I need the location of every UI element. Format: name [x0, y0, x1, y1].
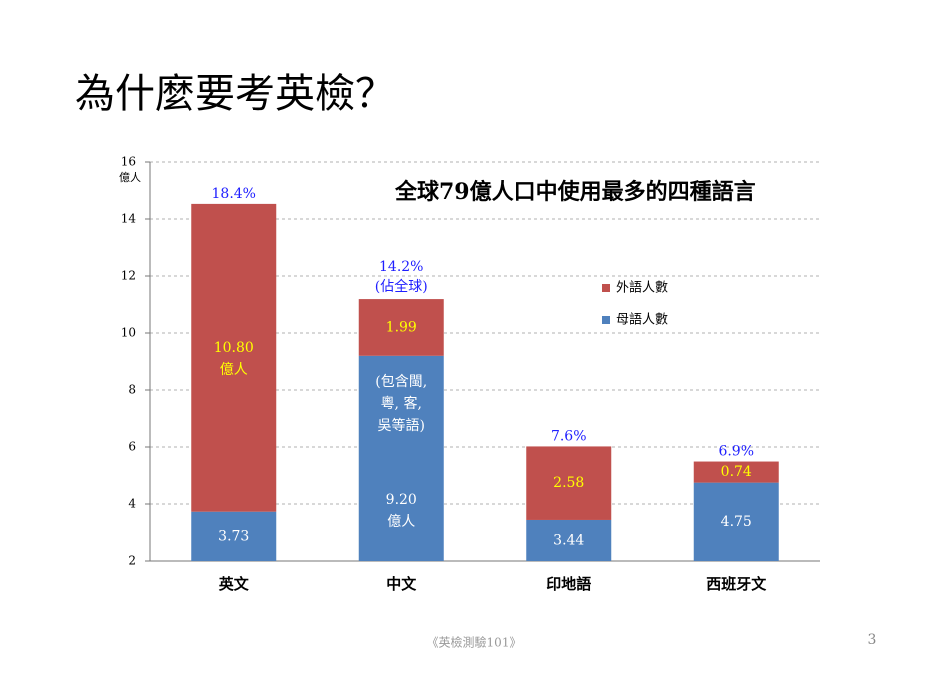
share-label: 18.4%	[212, 186, 256, 202]
legend-label: 外語人數	[616, 280, 668, 296]
value-label: 0.74	[721, 464, 752, 480]
y-tick-label: 2	[128, 554, 136, 568]
x-tick-label: 英文	[219, 575, 250, 593]
y-tick-label: 10	[121, 326, 136, 340]
value-label: 3.73	[218, 528, 249, 544]
legend-swatch	[602, 316, 610, 324]
value-label: 9.20	[386, 492, 417, 508]
y-tick-label: 4	[128, 497, 136, 511]
x-tick-label: 印地語	[546, 575, 591, 593]
bar-segment	[693, 482, 779, 561]
bar-segment	[526, 519, 612, 561]
bar-segment	[693, 461, 779, 483]
legend-label: 母語人數	[616, 312, 668, 328]
y-tick-label: 8	[128, 383, 136, 397]
chart-title: 全球79億人口中使用最多的四種語言	[394, 179, 756, 205]
share-label: 14.2%	[379, 259, 423, 275]
share-label: 6.9%	[718, 444, 754, 460]
value-label: 2.58	[553, 475, 584, 491]
value-label: 1.99	[386, 319, 417, 335]
value-label: 4.75	[721, 514, 752, 530]
bar-segment	[191, 203, 277, 512]
bar-segment	[526, 446, 612, 520]
y-tick-label: 16	[121, 155, 136, 169]
bar-segment	[358, 299, 444, 356]
x-tick-label: 西班牙文	[706, 575, 767, 593]
value-unit: 億人	[220, 362, 248, 378]
legend-swatch	[602, 284, 610, 292]
value-unit: 億人	[387, 514, 415, 530]
bar-note: 吳等語)	[378, 417, 425, 434]
y-tick-label: 14	[121, 212, 137, 226]
slide-title: 為什麼要考英檢？	[75, 71, 395, 117]
y-unit: 億人	[119, 171, 141, 184]
x-tick-label: 中文	[386, 575, 417, 593]
bar-segment	[358, 355, 444, 561]
footer: 《英檢測驗101》	[427, 635, 522, 650]
share-note: (佔全球)	[375, 278, 428, 295]
value-label: 10.80	[214, 340, 254, 356]
y-tick-label: 6	[128, 440, 136, 454]
page-number: 3	[868, 632, 877, 648]
bar-segment	[191, 511, 277, 561]
y-tick-label: 12	[121, 269, 136, 283]
bar-note: (包含閩,	[375, 374, 427, 390]
value-label: 3.44	[553, 532, 584, 548]
share-label: 7.6%	[551, 428, 587, 444]
bar-note: 粵, 客,	[381, 395, 422, 412]
